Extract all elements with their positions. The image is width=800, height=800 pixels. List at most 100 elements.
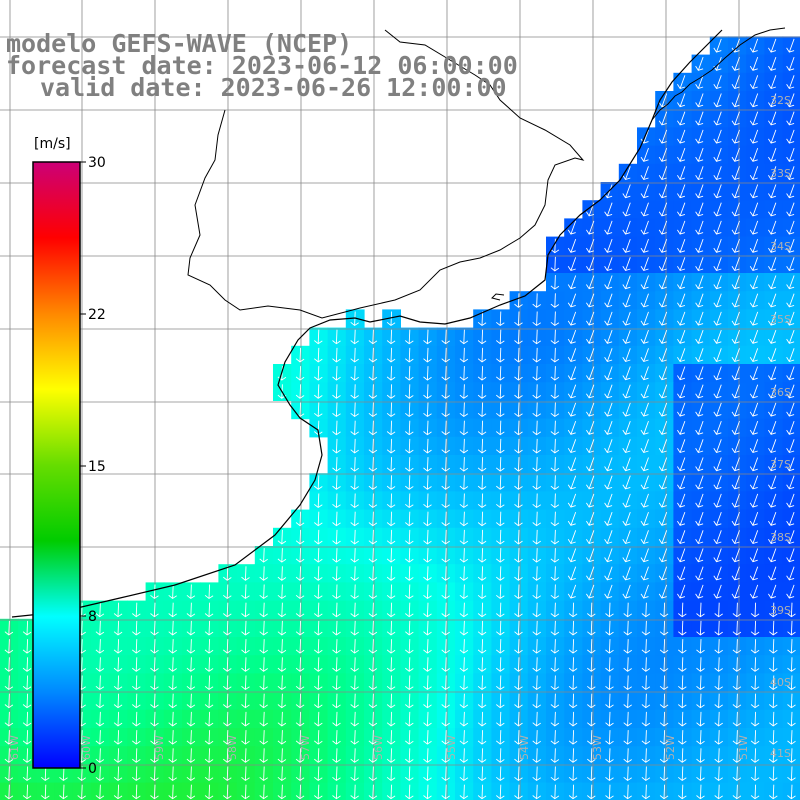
wind-arrow	[787, 730, 796, 745]
wind-arrow	[314, 493, 323, 509]
wind-arrow	[787, 639, 796, 654]
wind-arrow	[350, 511, 359, 527]
wind-arrow	[768, 384, 777, 399]
wind-arrow	[678, 620, 687, 636]
wind-arrow	[204, 602, 214, 618]
wind-arrow	[695, 147, 704, 162]
wind-arrow	[314, 784, 323, 800]
wind-arrow	[622, 184, 631, 199]
wind-arrow	[567, 384, 577, 399]
wind-arrow	[567, 220, 577, 235]
wind-arrow	[696, 620, 705, 636]
wind-arrow	[605, 657, 614, 672]
wind-arrow	[368, 548, 378, 563]
wind-arrow	[586, 584, 595, 599]
wind-arrow	[204, 584, 214, 600]
wind-arrow	[731, 584, 740, 599]
wind-arrow	[714, 784, 723, 800]
wind-arrow	[658, 366, 668, 381]
wind-arrow	[496, 475, 505, 490]
wind-arrow	[441, 693, 450, 709]
wind-arrow	[423, 693, 432, 709]
wind-arrow	[786, 202, 795, 217]
wind-arrow	[477, 529, 487, 545]
wind-arrow	[150, 748, 159, 763]
wind-arrow	[514, 347, 523, 363]
wind-arrow	[622, 366, 631, 381]
wind-arrow	[622, 457, 631, 472]
wind-arrow	[567, 329, 577, 344]
wind-arrow	[368, 402, 378, 418]
wind-arrow	[605, 602, 614, 618]
wind-arrow	[386, 347, 396, 363]
wind-arrow	[223, 620, 232, 636]
wind-arrow	[314, 347, 323, 363]
wind-arrow	[259, 657, 268, 672]
wind-arrow	[459, 748, 469, 763]
colorbar-tick-15: 15	[88, 459, 106, 475]
wind-arrow	[714, 748, 723, 763]
wind-arrow	[350, 748, 359, 763]
wind-arrow	[496, 784, 505, 800]
wind-arrow	[186, 693, 196, 709]
wind-arrow	[441, 329, 450, 345]
wind-arrow	[350, 784, 359, 800]
wind-arrow	[314, 384, 323, 399]
wind-arrow	[586, 530, 595, 545]
wind-arrow	[550, 475, 560, 490]
wind-arrow	[277, 766, 287, 782]
wind-arrow	[368, 620, 378, 636]
wind-arrow	[587, 784, 596, 800]
wind-arrow	[314, 748, 323, 763]
wind-arrow	[22, 711, 32, 727]
wind-arrow	[332, 639, 341, 654]
wind-arrow	[41, 766, 50, 782]
wind-arrow	[477, 602, 487, 618]
lon-label: 60W	[80, 735, 93, 760]
wind-arrow	[768, 311, 777, 326]
wind-arrow	[622, 329, 631, 344]
wind-arrow	[587, 711, 596, 727]
wind-arrow	[623, 730, 632, 745]
wind-arrow	[277, 639, 287, 654]
wind-arrow	[514, 420, 523, 436]
wind-arrow	[677, 147, 686, 162]
wind-arrow	[713, 184, 722, 199]
wind-arrow	[731, 511, 740, 526]
wind-arrow	[532, 730, 541, 745]
wind-arrow	[640, 439, 649, 454]
wind-arrow	[186, 620, 196, 636]
wind-arrow	[132, 602, 141, 618]
wind-arrow	[641, 620, 651, 636]
wind-arrow	[532, 511, 541, 527]
wind-arrow	[713, 166, 722, 181]
wind-arrow	[204, 639, 214, 654]
wind-arrow	[514, 602, 523, 618]
wind-arrow	[277, 548, 287, 563]
wind-arrow	[641, 730, 651, 745]
wind-arrow	[786, 420, 795, 435]
wind-arrow	[587, 730, 596, 745]
wind-arrow	[622, 548, 631, 563]
wind-arrow	[441, 748, 450, 763]
wind-arrow	[368, 384, 378, 399]
wind-arrow	[768, 584, 777, 599]
colorbar-tick-0: 0	[88, 761, 97, 777]
wind-arrow	[714, 730, 723, 745]
lat-label: 35S	[770, 313, 791, 326]
lat-label: 34S	[770, 240, 791, 253]
wind-arrow	[386, 602, 396, 618]
wind-arrow	[786, 184, 795, 199]
wind-arrow	[350, 548, 359, 563]
wind-arrow	[550, 457, 560, 472]
wind-arrow	[731, 184, 740, 199]
wind-arrow	[532, 766, 541, 782]
wind-arrow	[532, 457, 541, 472]
wind-arrow	[95, 693, 105, 709]
wind-arrow	[241, 766, 250, 782]
wind-arrow	[496, 438, 505, 454]
wind-arrow	[749, 420, 759, 435]
wind-arrow	[204, 766, 214, 782]
wind-arrow	[696, 602, 705, 618]
wind-arrow	[768, 493, 777, 508]
